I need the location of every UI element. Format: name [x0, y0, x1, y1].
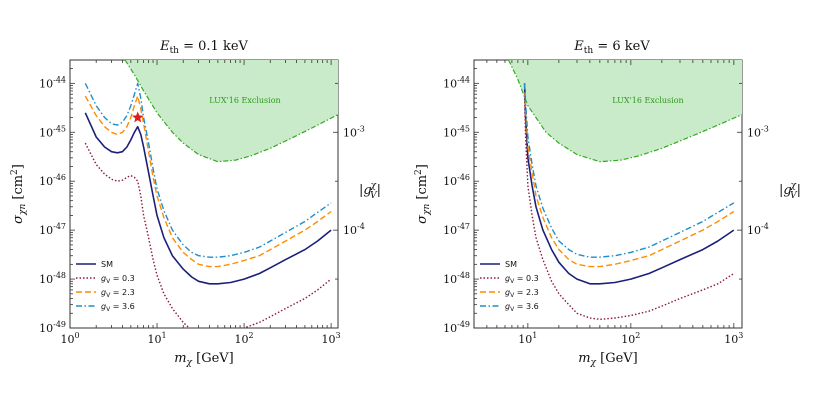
exclusion-layer: [124, 60, 338, 163]
y-tick-label: 10-48: [443, 271, 470, 286]
x-axis-label: mχ [GeV]: [174, 351, 234, 368]
y-tick-label: 10-47: [39, 222, 66, 237]
y-tick-label: 10-44: [443, 75, 470, 90]
y-tick-label: 10-49: [39, 320, 66, 335]
x-tick-label: 101: [518, 331, 537, 346]
right-axis-label: |gχ V|: [359, 181, 381, 201]
series-line-0: [84, 112, 332, 285]
legend-label: gV = 0.3: [101, 274, 135, 285]
y-tick-label: 10-45: [39, 124, 66, 139]
legend-label: gV = 0.3: [505, 274, 539, 285]
right-tick-label: 10-3: [747, 124, 769, 139]
series-line-0: [523, 83, 735, 285]
y-tick-label: 10-46: [39, 173, 66, 188]
legend-label: gV = 3.6: [505, 302, 539, 313]
star-marker: [132, 111, 144, 123]
series-line-1: [523, 98, 735, 321]
y-axis-label: σχn [cm2]: [414, 164, 432, 224]
y-tick-label: 10-45: [443, 124, 470, 139]
y-tick-label: 10-48: [39, 271, 66, 286]
panel-title: Eth = 6 keV: [573, 39, 650, 56]
series-line-3: [523, 83, 735, 258]
right-tick-label: 10-4: [747, 222, 769, 237]
exclusion-region: [125, 60, 338, 162]
legend-label: gV = 2.3: [505, 288, 539, 299]
series-layer: [84, 82, 332, 328]
series-line-2: [84, 95, 332, 268]
legend: SM gV = 0.3 gV = 2.3 gV = 3.6: [76, 260, 135, 313]
series-line-2: [523, 83, 735, 268]
series-layer: [523, 83, 735, 321]
y-tick-label: 10-47: [443, 222, 470, 237]
panel-left: Eth = 0.1 keV 100 101 102 103 10-49 10-48 10-4…: [10, 39, 381, 368]
x-tick-label: 103: [322, 331, 341, 346]
legend-label: SM: [101, 260, 113, 269]
legend: SM gV = 0.3 gV = 2.3 gV = 3.6: [480, 260, 539, 313]
legend-label: SM: [505, 260, 517, 269]
ticks-layer: 101 102 103 10-49 10-48 10-47 10-46 10-45 10-44 1…: [443, 59, 769, 346]
legend-label: gV = 3.6: [101, 302, 135, 313]
y-tick-label: 10-44: [39, 75, 66, 90]
exclusion-label: LUX'16 Exclusion: [209, 96, 280, 105]
exclusion-boundary: [508, 60, 742, 163]
y-tick-label: 10-49: [443, 320, 470, 335]
x-tick-label: 102: [621, 331, 640, 346]
x-tick-label: 103: [724, 331, 743, 346]
panel-title: Eth = 0.1 keV: [159, 39, 248, 56]
exclusion-label: LUX'16 Exclusion: [612, 96, 683, 105]
exclusion-region: [508, 60, 742, 162]
ticks-layer: 100 101 102 103 10-49 10-48 10-47 10-46 10-45 10-…: [39, 59, 365, 346]
right-axis-label: |gχ V|: [779, 181, 801, 201]
y-axis-label: σχn [cm2]: [10, 164, 28, 224]
right-tick-label: 10-4: [343, 222, 365, 237]
x-tick-label: 102: [235, 331, 254, 346]
x-tick-label: 100: [60, 331, 79, 346]
x-axis-label: mχ [GeV]: [578, 351, 638, 368]
y-tick-label: 10-46: [443, 173, 470, 188]
panel-right: Eth = 6 keV 101 102 103 10-49 10-48 10-47 10-4…: [414, 39, 801, 368]
exclusion-layer: [508, 60, 742, 163]
legend-label: gV = 2.3: [101, 288, 135, 299]
x-tick-label: 101: [147, 331, 166, 346]
series-line-3: [84, 82, 332, 258]
right-tick-label: 10-3: [343, 124, 365, 139]
